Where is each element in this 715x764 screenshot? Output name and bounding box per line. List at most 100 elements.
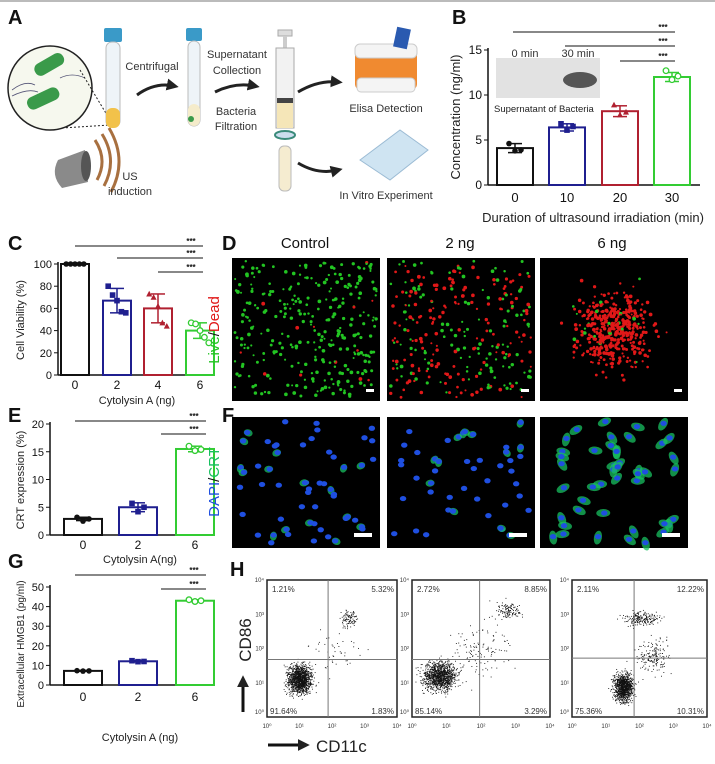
event-dot bbox=[311, 671, 313, 673]
nucleus bbox=[266, 466, 273, 472]
nucleus bbox=[485, 513, 492, 519]
event-dot bbox=[297, 677, 299, 678]
dead-cell bbox=[633, 301, 637, 305]
data-point bbox=[506, 140, 512, 147]
event-dot bbox=[446, 684, 448, 686]
live-cell bbox=[419, 295, 423, 299]
data-point bbox=[155, 302, 161, 309]
event-dot bbox=[297, 672, 299, 674]
event-dot bbox=[634, 618, 636, 620]
nucleus bbox=[281, 419, 289, 425]
event-dot bbox=[306, 693, 308, 695]
live-cell bbox=[270, 339, 275, 343]
event-dot bbox=[291, 691, 293, 693]
live-cell bbox=[412, 263, 417, 267]
event-dot bbox=[293, 691, 295, 693]
event-dot bbox=[288, 671, 290, 673]
event-dot bbox=[450, 671, 452, 673]
event-dot bbox=[296, 679, 298, 681]
dead-cell bbox=[591, 305, 595, 308]
event-dot bbox=[473, 649, 475, 651]
event-dot bbox=[295, 677, 297, 679]
event-dot bbox=[446, 681, 448, 683]
event-dot bbox=[291, 674, 293, 676]
dead-cell bbox=[486, 302, 491, 306]
live-cell bbox=[463, 300, 468, 304]
dead-cell bbox=[612, 327, 616, 331]
event-dot bbox=[425, 672, 426, 674]
live-cell bbox=[238, 374, 242, 377]
event-dot bbox=[663, 663, 665, 665]
event-dot bbox=[427, 665, 429, 666]
live-cell bbox=[341, 316, 346, 321]
event-dot bbox=[346, 614, 348, 616]
event-dot bbox=[449, 686, 451, 688]
event-dot bbox=[429, 676, 431, 678]
event-dot bbox=[299, 679, 301, 681]
dapi-crt-row-label: DAPI/CRT bbox=[206, 447, 223, 517]
event-dot bbox=[300, 672, 302, 674]
event-dot bbox=[458, 673, 460, 675]
event-dot bbox=[303, 676, 305, 678]
event-dot bbox=[438, 673, 440, 675]
event-dot bbox=[447, 682, 449, 683]
event-dot bbox=[645, 661, 647, 663]
live-cell bbox=[426, 367, 430, 371]
event-dot bbox=[350, 617, 352, 618]
event-dot bbox=[500, 610, 502, 612]
event-dot bbox=[301, 670, 303, 672]
event-dot bbox=[353, 646, 355, 648]
event-dot bbox=[637, 658, 639, 660]
event-dot bbox=[294, 680, 296, 682]
event-dot bbox=[293, 690, 295, 692]
event-dot bbox=[430, 676, 432, 678]
nucleus bbox=[397, 462, 405, 468]
live-cell bbox=[343, 363, 348, 368]
event-dot bbox=[305, 664, 307, 665]
event-dot bbox=[446, 671, 448, 673]
event-dot bbox=[656, 617, 658, 619]
event-dot bbox=[436, 689, 437, 691]
event-dot bbox=[347, 623, 349, 624]
event-dot bbox=[434, 668, 436, 670]
y-tick-label: 20 bbox=[32, 419, 44, 431]
dead-cell bbox=[632, 323, 636, 327]
event-dot bbox=[297, 684, 299, 686]
event-dot bbox=[436, 679, 438, 681]
dead-cell bbox=[625, 313, 629, 317]
event-dot bbox=[295, 681, 297, 683]
dead-cell bbox=[442, 286, 447, 291]
event-dot bbox=[451, 683, 453, 685]
event-dot bbox=[447, 680, 449, 682]
event-dot bbox=[446, 668, 448, 670]
live-cell bbox=[310, 371, 314, 375]
event-dot bbox=[289, 678, 291, 680]
live-cell bbox=[502, 365, 505, 368]
live-cell bbox=[316, 390, 319, 393]
event-dot bbox=[294, 676, 296, 678]
event-dot bbox=[518, 612, 519, 614]
event-dot bbox=[448, 679, 450, 681]
event-dot bbox=[641, 661, 643, 663]
dead-cell bbox=[312, 325, 316, 328]
live-cell bbox=[311, 380, 315, 383]
event-dot bbox=[632, 610, 634, 611]
event-dot bbox=[345, 660, 347, 662]
event-dot bbox=[423, 679, 425, 681]
event-dot bbox=[614, 689, 616, 691]
live-cell bbox=[362, 353, 365, 357]
event-dot bbox=[637, 615, 639, 617]
dead-cell bbox=[665, 331, 668, 334]
event-dot bbox=[445, 677, 447, 678]
event-dot bbox=[289, 679, 291, 681]
dapi-label: DAPI bbox=[206, 482, 223, 517]
event-dot bbox=[305, 694, 307, 696]
event-dot bbox=[300, 670, 302, 672]
live-cell bbox=[359, 350, 364, 355]
event-dot bbox=[661, 675, 662, 677]
event-dot bbox=[659, 648, 661, 650]
event-dot bbox=[632, 685, 634, 687]
event-dot bbox=[625, 682, 627, 684]
nucleus bbox=[558, 454, 565, 460]
live-cell bbox=[314, 358, 318, 362]
